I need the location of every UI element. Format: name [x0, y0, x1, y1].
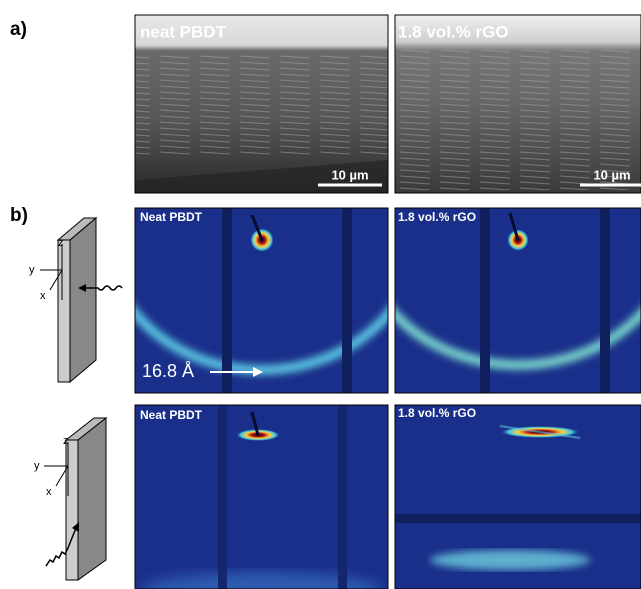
axis-label: x: [46, 486, 52, 498]
scattering-image: Neat PBDT: [135, 405, 388, 589]
sem-image: neat PBDT 10 µm: [135, 15, 388, 193]
panel-label: a): [10, 19, 27, 40]
axis-label: y: [34, 460, 40, 472]
axis-label: z: [63, 435, 69, 447]
image-label: Neat PBDT: [140, 210, 203, 224]
figure: a) b) neat PBDT 10 µm 1.8 vol.% rGO 10 µ…: [0, 0, 641, 589]
image-label: 1.8 vol.% rGO: [398, 406, 476, 420]
image-label: Neat PBDT: [140, 408, 203, 422]
scale-bar-label: 10 µm: [331, 167, 368, 182]
panel-label: b): [10, 205, 28, 226]
sample-schematic: z y x: [29, 218, 122, 382]
image-label: neat PBDT: [140, 22, 227, 41]
axis-label: x: [40, 290, 46, 302]
axis-label: y: [29, 264, 35, 276]
image-label: 1.8 vol.% rGO: [398, 22, 509, 41]
sample-schematic: z y x: [34, 418, 106, 580]
axis-label: z: [58, 237, 64, 249]
scale-bar-label: 10 µm: [593, 167, 630, 182]
annotation: 16.8 Å: [142, 361, 194, 381]
scattering-image: 1.8 vol.% rGO: [395, 405, 641, 589]
image-label: 1.8 vol.% rGO: [398, 210, 476, 224]
sem-image: 1.8 vol.% rGO 10 µm: [395, 15, 641, 193]
